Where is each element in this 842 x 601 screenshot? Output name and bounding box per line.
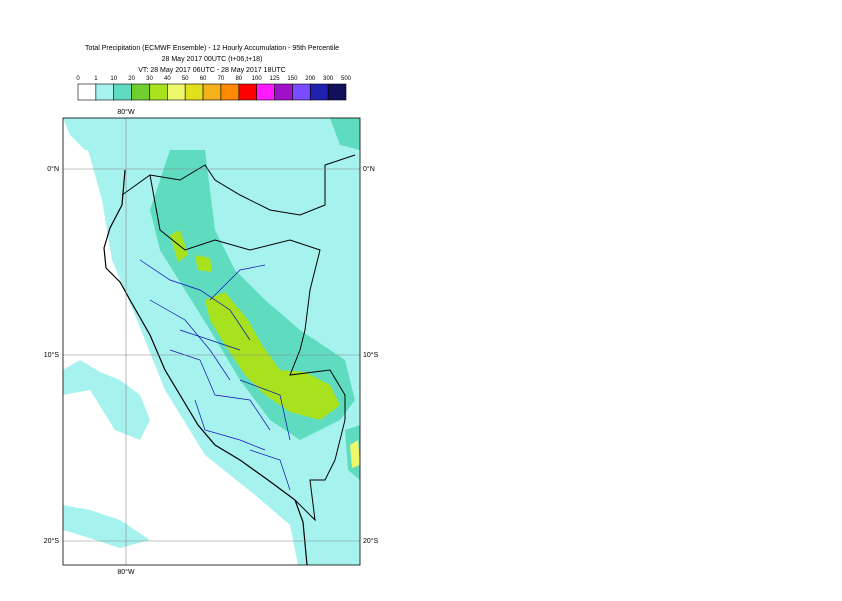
- map-frame: [62, 117, 361, 566]
- legend-label: 20: [128, 76, 135, 82]
- legend-label: 60: [200, 76, 207, 82]
- legend-swatch: [292, 83, 311, 101]
- legend-swatch: [309, 83, 329, 101]
- precip-heavy: [350, 440, 360, 468]
- latitude-label: 20°S: [44, 537, 60, 545]
- region-border: [139, 259, 291, 491]
- legend-swatch: [202, 83, 222, 101]
- legend-label: 150: [287, 76, 298, 82]
- title-line: Total Precipitation (ECMWF Ensemble) - 1…: [85, 45, 339, 52]
- legend-label: 125: [270, 76, 281, 82]
- longitude-label: 80°W: [117, 568, 135, 576]
- legend-label: 10: [110, 76, 117, 82]
- legend-label: 300: [323, 76, 334, 82]
- precip-light: [63, 118, 100, 150]
- legend-label: 70: [218, 76, 225, 82]
- legend-label: 50: [182, 76, 189, 82]
- latitude-label: 20°S: [363, 537, 379, 545]
- title-line: 28 May 2017 00UTC (t+06,t+18): [162, 56, 263, 63]
- legend-label: 500: [341, 76, 352, 82]
- legend-swatch: [256, 83, 275, 101]
- legend-swatch: [184, 83, 204, 101]
- legend-label: 100: [252, 76, 263, 82]
- latitude-label: 0°N: [47, 165, 59, 173]
- legend-label: 30: [146, 76, 153, 82]
- latitude-label: 0°N: [363, 165, 375, 173]
- legend-swatch: [238, 83, 257, 101]
- legend-swatch: [149, 83, 168, 101]
- legend-swatch: [327, 83, 347, 101]
- title-line: VT: 28 May 2017 06UTC - 28 May 2017 18UT…: [138, 67, 285, 74]
- legend-label: 80: [235, 76, 242, 82]
- map: [63, 118, 360, 565]
- legend-swatch: [167, 83, 186, 101]
- precip-light: [63, 360, 150, 440]
- legend-swatch: [220, 83, 240, 101]
- legend-label: 1: [94, 76, 98, 82]
- title: Total Precipitation (ECMWF Ensemble) - 1…: [85, 45, 339, 74]
- legend-label: 40: [164, 76, 171, 82]
- latitude-label: 10°S: [363, 351, 379, 359]
- legend-swatch: [113, 83, 132, 101]
- precip-heavy: [205, 292, 340, 420]
- graticule: 0°N 0°N 10°S 10°S 20°S 20°S 80°W 80°W: [44, 108, 379, 576]
- legend-swatch: [77, 83, 97, 101]
- precip-medium: [150, 150, 355, 440]
- legend: 0 1 10 20 30 40 50 60 70 80 100 125 150 200 300 500: [76, 76, 352, 101]
- legend-swatch: [95, 83, 115, 101]
- legend-swatch: [131, 83, 150, 101]
- legend-swatch: [274, 83, 293, 101]
- longitude-label: 80°W: [117, 108, 135, 116]
- latitude-label: 10°S: [44, 351, 60, 359]
- precip-medium: [330, 118, 360, 150]
- precip-light: [63, 505, 150, 548]
- coastline: [103, 169, 308, 565]
- legend-label: 200: [305, 76, 316, 82]
- legend-label: 0: [76, 76, 80, 82]
- country-border: [121, 154, 356, 522]
- precip-heavy: [170, 230, 212, 272]
